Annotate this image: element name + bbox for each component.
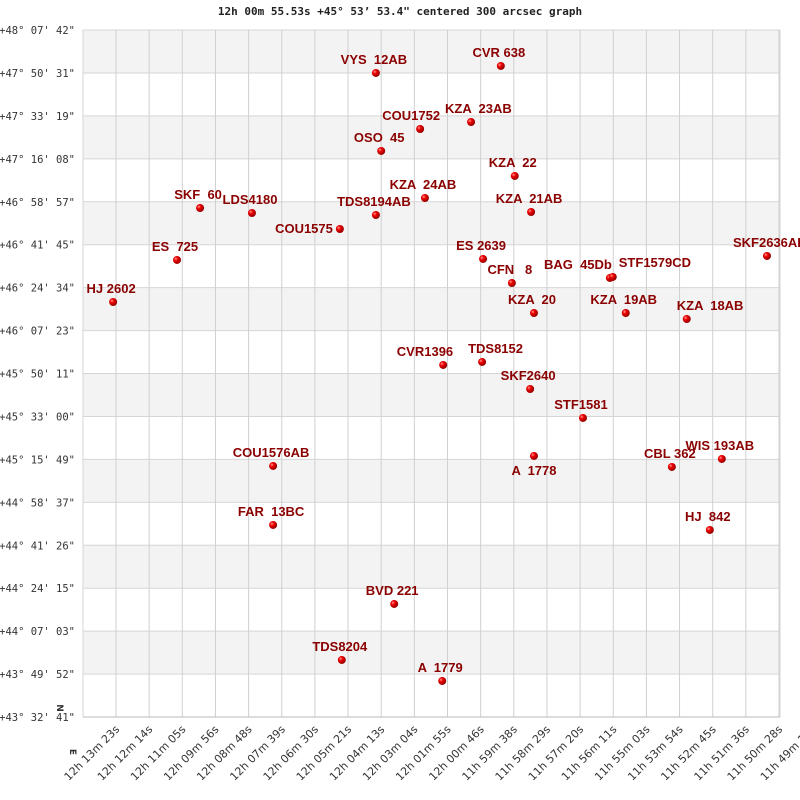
star-label: STF1579CD bbox=[619, 255, 691, 270]
star-label: WIS 193AB bbox=[686, 438, 755, 453]
star-point bbox=[507, 279, 516, 288]
star-label: STF1581 bbox=[554, 397, 607, 412]
star-label: A 1779 bbox=[418, 660, 463, 675]
star-point bbox=[390, 599, 399, 608]
star-point bbox=[439, 360, 448, 369]
star-label: SKF2640 bbox=[501, 368, 556, 383]
y-tick-label: +44° 41' 26" bbox=[0, 540, 75, 552]
star-point bbox=[510, 171, 519, 180]
star-point bbox=[420, 194, 429, 203]
grid-band bbox=[83, 287, 780, 331]
grid-band bbox=[83, 373, 780, 417]
star-point bbox=[529, 308, 538, 317]
star-label: FAR 13BC bbox=[238, 504, 305, 519]
y-tick-label: +46° 24' 34" bbox=[0, 283, 75, 295]
grid-band bbox=[83, 115, 780, 159]
star-label: KZA 23AB bbox=[445, 101, 512, 116]
y-tick-label: +47° 33' 19" bbox=[0, 111, 75, 123]
star-point bbox=[371, 68, 380, 77]
star-point bbox=[478, 357, 487, 366]
star-label: KZA 21AB bbox=[496, 191, 563, 206]
compass-east-label: E bbox=[67, 749, 77, 755]
star-point bbox=[705, 525, 714, 534]
y-tick-label: +44° 07' 03" bbox=[0, 626, 75, 638]
y-tick-label: +43° 32' 41" bbox=[0, 712, 75, 724]
star-point bbox=[247, 208, 256, 217]
star-point bbox=[371, 210, 380, 219]
y-tick-label: +44° 24' 15" bbox=[0, 583, 75, 595]
star-label: BAG 45Db bbox=[544, 257, 612, 272]
star-point bbox=[667, 462, 676, 471]
compass-north-label: N bbox=[54, 704, 64, 712]
star-label: VYS 12AB bbox=[341, 52, 407, 67]
grid-band bbox=[83, 30, 780, 73]
star-label: HJ 842 bbox=[685, 509, 731, 524]
star-point bbox=[377, 146, 386, 155]
star-label: ES 2639 bbox=[456, 238, 506, 253]
star-point bbox=[527, 207, 536, 216]
star-point bbox=[416, 124, 425, 133]
y-tick-label: +44° 58' 37" bbox=[0, 497, 75, 509]
star-label: ES 725 bbox=[152, 239, 198, 254]
star-label: CBL 362 bbox=[644, 446, 696, 461]
star-label: CVR1396 bbox=[397, 344, 453, 359]
star-label: KZA 22 bbox=[489, 155, 537, 170]
star-label: A 1778 bbox=[511, 463, 556, 478]
star-label: KZA 19AB bbox=[590, 292, 657, 307]
star-point bbox=[682, 314, 691, 323]
y-tick-label: +45° 50' 11" bbox=[0, 369, 75, 381]
y-tick-label: +46° 41' 45" bbox=[0, 240, 75, 252]
star-point bbox=[479, 254, 488, 263]
star-label: SKF 60 bbox=[174, 187, 222, 202]
star-point bbox=[578, 413, 587, 422]
grid-band bbox=[83, 545, 780, 589]
star-point bbox=[335, 224, 344, 233]
star-label: COU1752 bbox=[382, 108, 440, 123]
chart-title: 12h 00m 55.53s +45° 53’ 53.4" centered 3… bbox=[217, 5, 583, 18]
y-tick-label: +46° 07' 23" bbox=[0, 326, 75, 338]
star-label: COU1576AB bbox=[233, 445, 310, 460]
star-point bbox=[196, 203, 205, 212]
star-label: TDS8194AB bbox=[337, 194, 411, 209]
y-tick-label: +47° 16' 08" bbox=[0, 154, 75, 166]
star-label: LDS4180 bbox=[223, 192, 278, 207]
star-label: TDS8204 bbox=[312, 639, 368, 654]
star-point bbox=[717, 454, 726, 463]
star-point bbox=[173, 255, 182, 264]
y-tick-label: +47° 50' 31" bbox=[0, 68, 75, 80]
grid-band bbox=[83, 631, 780, 675]
star-label: HJ 2602 bbox=[87, 281, 136, 296]
y-tick-label: +45° 33' 00" bbox=[0, 411, 75, 423]
star-point bbox=[337, 655, 346, 664]
star-label: KZA 18AB bbox=[677, 298, 744, 313]
star-point bbox=[529, 451, 538, 460]
star-label: BVD 221 bbox=[366, 583, 419, 598]
star-point bbox=[496, 61, 505, 70]
star-point bbox=[269, 520, 278, 529]
star-label: KZA 24AB bbox=[390, 177, 457, 192]
star-point bbox=[762, 251, 771, 260]
star-point bbox=[621, 308, 630, 317]
y-tick-label: +45° 15' 49" bbox=[0, 454, 75, 466]
star-point bbox=[608, 272, 617, 281]
star-point bbox=[438, 676, 447, 685]
star-label: CFN 8 bbox=[487, 262, 532, 277]
y-tick-label: +43° 49' 52" bbox=[0, 669, 75, 681]
star-point bbox=[526, 384, 535, 393]
y-tick-label: +46° 58' 57" bbox=[0, 197, 75, 209]
y-tick-label: +48° 07' 42" bbox=[0, 25, 75, 37]
star-label: OSO 45 bbox=[354, 130, 405, 145]
star-label: TDS8152 bbox=[468, 341, 523, 356]
grid-band bbox=[83, 459, 780, 503]
star-label: KZA 20 bbox=[508, 292, 556, 307]
star-label: COU1575 bbox=[275, 221, 333, 236]
star-label: SKF2636AB bbox=[733, 235, 800, 250]
star-label: CVR 638 bbox=[472, 45, 525, 60]
star-point bbox=[467, 117, 476, 126]
star-point bbox=[269, 461, 278, 470]
star-point bbox=[109, 297, 118, 306]
